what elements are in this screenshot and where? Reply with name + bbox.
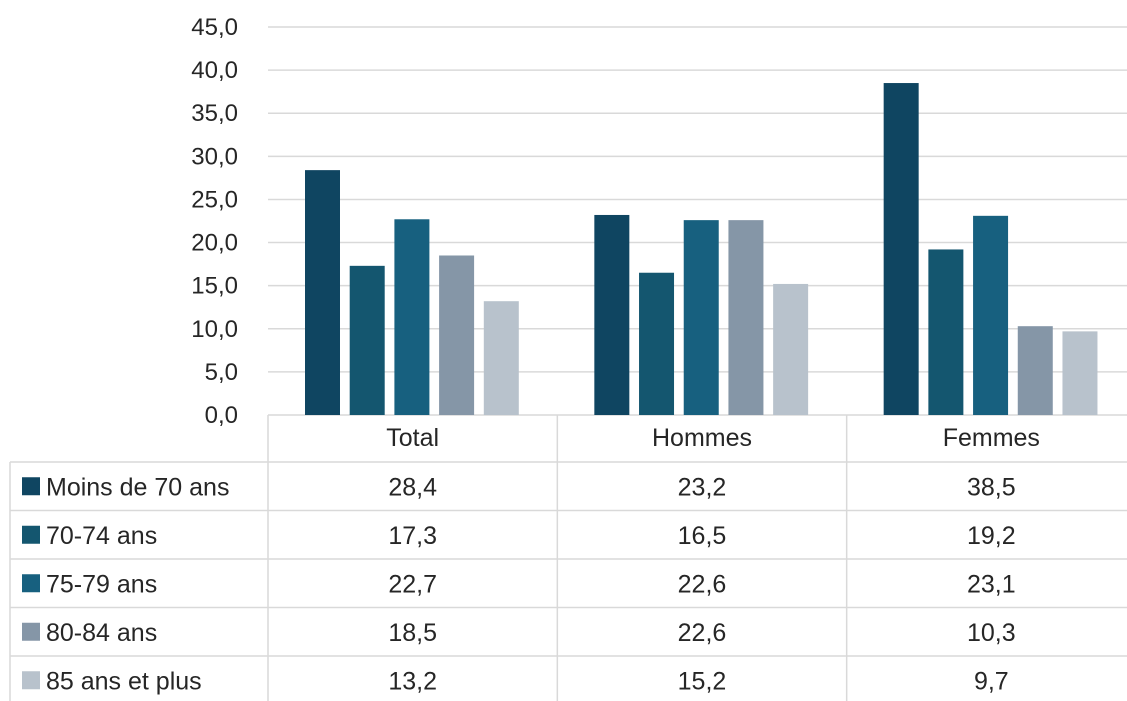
data-label: 15,2 (678, 667, 727, 695)
data-label: 38,5 (967, 473, 1016, 501)
y-tick-label: 0,0 (205, 402, 238, 429)
bar (1017, 326, 1053, 415)
data-label: 22,6 (678, 619, 727, 647)
bar (594, 214, 630, 415)
y-tick-label: 10,0 (191, 316, 238, 343)
legend-label: 80-84 ans (46, 619, 157, 647)
legend-key (22, 477, 40, 496)
legend-label: 75-79 ans (46, 570, 157, 598)
legend-label: 85 ans et plus (46, 667, 202, 695)
bar (639, 272, 675, 415)
y-tick-label: 40,0 (191, 57, 238, 84)
y-tick-label: 15,0 (191, 273, 238, 300)
y-tick-label: 20,0 (191, 230, 238, 257)
bar (394, 219, 430, 415)
data-label: 18,5 (388, 619, 437, 647)
y-axis: 0,0 5,0 10,0 15,0 20,0 25,0 30,0 35,0 40,0 45,0 (191, 14, 238, 429)
data-label: 28,4 (388, 473, 437, 501)
bar (773, 283, 809, 415)
bar (973, 215, 1009, 415)
legend-label: Moins de 70 ans (46, 473, 229, 501)
category-label: Total (386, 424, 439, 452)
data-label: 19,2 (967, 522, 1016, 550)
bar (683, 220, 719, 415)
data-label: 10,3 (967, 619, 1016, 647)
y-tick-label: 25,0 (191, 186, 238, 213)
legend-key (22, 622, 40, 641)
bar (305, 170, 340, 415)
data-label: 23,1 (967, 570, 1016, 598)
legend-key (22, 671, 40, 690)
y-tick-label: 5,0 (205, 359, 238, 386)
bar (728, 220, 764, 415)
bar (928, 249, 964, 415)
legend-label: 70-74 ans (46, 522, 157, 550)
bar (439, 255, 475, 415)
data-label: 9,7 (974, 667, 1009, 695)
data-label: 22,7 (388, 570, 437, 598)
bar (883, 83, 919, 416)
bar (1062, 331, 1098, 415)
y-tick-label: 45,0 (191, 14, 238, 41)
bar (349, 265, 385, 415)
data-label: 17,3 (388, 522, 437, 550)
data-label: 16,5 (678, 522, 727, 550)
legend-key (22, 574, 40, 593)
bars (305, 83, 1098, 416)
y-tick-label: 35,0 (191, 100, 238, 127)
category-label: Femmes (943, 424, 1040, 452)
category-label: Hommes (652, 424, 752, 452)
data-label: 13,2 (388, 667, 437, 695)
y-tick-label: 30,0 (191, 143, 238, 170)
data-label: 22,6 (678, 570, 727, 598)
data-table: Total Hommes Femmes Moins de 70 ans 28,4 23,2… (9, 415, 1127, 701)
data-label: 23,2 (678, 473, 727, 501)
legend-key (22, 525, 40, 544)
bar (483, 301, 519, 415)
